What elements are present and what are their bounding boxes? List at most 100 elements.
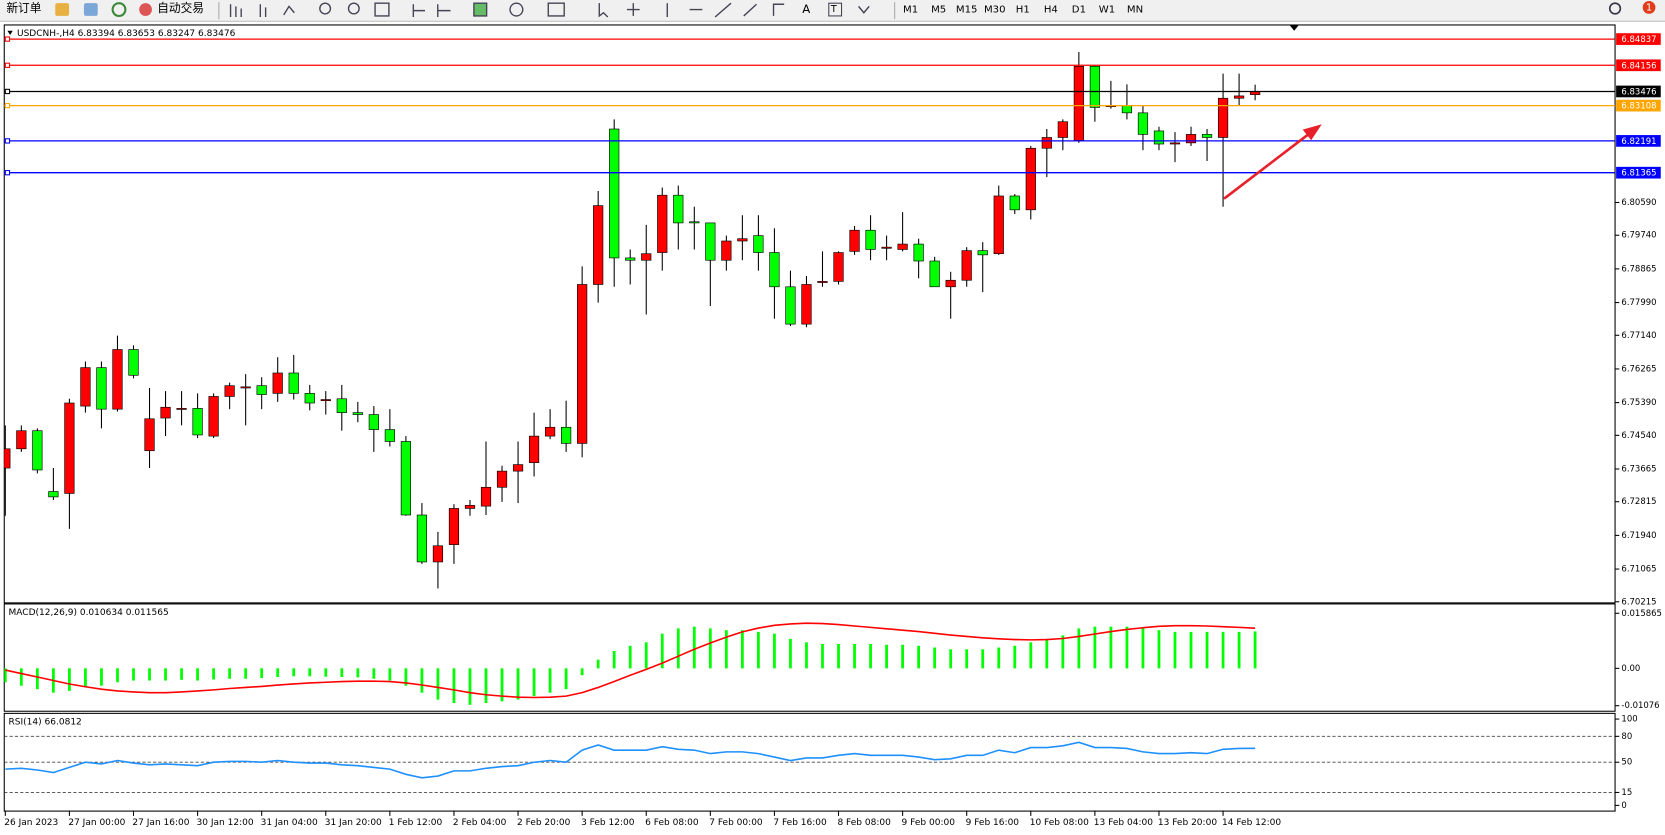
new-order-button[interactable]: 新订单 (6, 1, 41, 15)
candle-body (112, 349, 123, 410)
histogram-bar (132, 668, 135, 681)
timeframe-button[interactable]: M1 (903, 5, 918, 16)
timeframe-button[interactable]: M30 (984, 5, 1006, 16)
candle-body (416, 514, 428, 563)
candle-body (208, 396, 219, 437)
histogram-bar (436, 668, 440, 700)
candle-body (1233, 95, 1245, 99)
histogram-bar (452, 668, 456, 704)
candle-body (1201, 134, 1213, 138)
candle-body (96, 367, 107, 410)
candle-body (737, 238, 748, 242)
candle-body (593, 205, 604, 285)
candle-body (609, 128, 620, 259)
histogram-bar (644, 642, 648, 669)
candle-body (929, 260, 940, 288)
histogram-bar (1125, 626, 1129, 669)
text-tool[interactable]: A (802, 2, 810, 16)
y-tick-label: 6.75390 (1621, 398, 1656, 408)
timeframe-button[interactable]: M15 (956, 5, 978, 16)
timeframe-button[interactable]: M5 (931, 5, 946, 16)
histogram-bar (276, 668, 280, 678)
y-tick-label: 6.77990 (1621, 298, 1656, 308)
shift-marker (1289, 25, 1299, 31)
x-tick-label: 9 Feb 16:00 (966, 818, 1020, 828)
candle-body (256, 385, 267, 395)
candle-body (480, 486, 492, 507)
x-tick-label: 27 Jan 16:00 (132, 818, 189, 828)
candle-body (881, 246, 892, 249)
icon[interactable] (55, 3, 70, 16)
icon[interactable] (83, 3, 98, 16)
x-tick-label: 31 Jan 20:00 (325, 818, 382, 828)
candle-body (320, 399, 331, 402)
candle-body (528, 435, 540, 463)
x-tick-label: 9 Feb 00:00 (902, 818, 956, 828)
notification-count: 1 (1646, 2, 1652, 13)
candle-body (512, 464, 524, 472)
price-tag (1616, 135, 1661, 147)
histogram-bar (532, 668, 536, 697)
icon[interactable] (111, 2, 127, 17)
y-tick-label: 6.70215 (1621, 597, 1656, 607)
candle-body (833, 252, 844, 282)
candle-body (689, 221, 700, 224)
histogram-bar (965, 649, 969, 669)
y-tick-label: 80 (1621, 732, 1632, 742)
y-tick-label: 6.78865 (1621, 264, 1656, 274)
x-tick-label: 8 Feb 08:00 (837, 818, 891, 828)
price-tag (1616, 33, 1661, 45)
timeframe-button[interactable]: W1 (1099, 5, 1115, 16)
y-tick-label: 6.80590 (1621, 198, 1656, 208)
x-tick-label: 10 Feb 08:00 (1030, 818, 1089, 828)
candle-body (641, 253, 652, 261)
histogram-bar (212, 668, 215, 680)
timeframe-button[interactable]: H1 (1016, 5, 1030, 16)
candle-body (673, 194, 684, 224)
candle-body (1089, 65, 1100, 108)
histogram-bar (757, 631, 760, 669)
candle-body (993, 195, 1004, 255)
x-tick-label: 2 Feb 20:00 (517, 818, 571, 828)
histogram-bar (1205, 631, 1209, 669)
histogram-bar (596, 659, 600, 669)
candle-body (657, 194, 668, 253)
candle-body (577, 284, 588, 444)
icon[interactable] (139, 3, 152, 16)
histogram-bar (484, 668, 488, 704)
notification-badge[interactable] (1642, 1, 1656, 14)
histogram-bar (340, 668, 344, 678)
candle-body (272, 372, 283, 394)
x-tick-label: 7 Feb 00:00 (709, 818, 763, 828)
histogram-bar (1045, 638, 1049, 669)
histogram-bar (1237, 631, 1241, 669)
price-tag (1616, 99, 1661, 112)
timeframe-bar: M1 M5 M15 M30 H1 H4 D1 W1 MN (903, 5, 1143, 16)
candle-body (1217, 97, 1229, 138)
panel-title: MACD(12,26,9) 0.010634 0.011565 (9, 608, 169, 618)
chart-tools[interactable] (229, 2, 870, 18)
candle-body (1137, 112, 1149, 135)
candle-body (192, 408, 203, 436)
candle-body (977, 250, 988, 256)
label-tool[interactable]: T (830, 4, 837, 15)
histogram-bar (1141, 628, 1145, 669)
line-anchor (4, 62, 11, 68)
candle-body (128, 349, 139, 376)
histogram-bar (660, 633, 664, 669)
timeframe-button[interactable]: D1 (1072, 5, 1086, 16)
timeframe-button[interactable]: MN (1127, 5, 1143, 16)
plots: 6.80590 6.79740 6.78865 6.77990 6.77140 6.762… (4, 29, 1662, 828)
candle-body (448, 508, 460, 545)
candle-body (849, 229, 860, 252)
auto-trading-button[interactable]: 自动交易 (157, 1, 204, 15)
y-tick-label: 50 (1621, 758, 1632, 768)
candle-body (1153, 130, 1165, 145)
plot-area (4, 735, 1616, 793)
timeframe-button[interactable]: H4 (1044, 5, 1058, 16)
histogram-bar (1093, 626, 1097, 669)
y-tick-label: 0.00 (1621, 664, 1640, 674)
panel-title: RSI(14) 66.0812 (9, 717, 82, 727)
y-tick-label: 6.74540 (1621, 431, 1656, 441)
